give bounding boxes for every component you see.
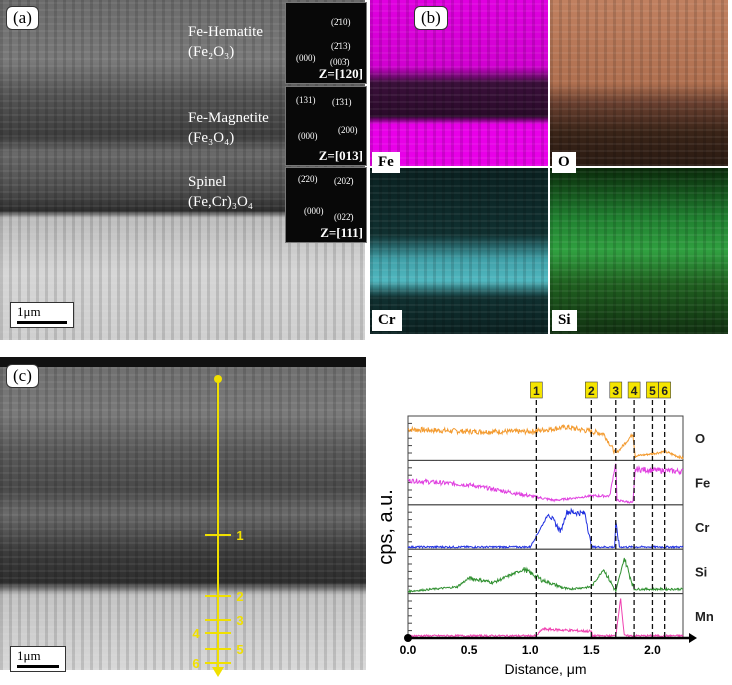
scan-marker-label: 3: [236, 613, 243, 628]
scan-marker-label: 5: [236, 642, 243, 657]
x-axis-label: Distance, μm: [505, 661, 587, 677]
saed-pattern-magnetite: (131) (1̄31) (000) (200) Z=[013]: [285, 86, 367, 166]
series-label-o: O: [695, 431, 705, 446]
series-line-fe: [407, 463, 684, 504]
marker-badge: [585, 381, 598, 399]
series-panel-frame: [407, 593, 684, 639]
x-axis-origin: [404, 634, 412, 642]
marker-label: 3: [612, 384, 619, 398]
line-scan-overlay: 1 2 3 4 5 6: [192, 375, 244, 677]
scan-marker-label: 6: [192, 656, 199, 671]
phase-magnetite: Fe-Magnetite (Fe₃O₄): [188, 110, 269, 146]
sem-image-c: [0, 357, 366, 670]
map-label-cr: Cr: [372, 310, 402, 331]
series-panel-frame: [407, 504, 684, 550]
scale-bar-a: 1μm: [10, 302, 74, 328]
eds-map-si: [550, 168, 728, 334]
y-axis-label: cps, a.u.: [375, 489, 397, 565]
series-line-mn: [407, 598, 684, 639]
series-label-mn: Mn: [695, 609, 714, 624]
line-profile-chart: O Fe Cr Si Mn 1 2 3 4 5 6 0.0 0.5 1.0 1.5 2.0 Distance, …: [375, 381, 714, 677]
series-panel-frame: [407, 415, 684, 461]
series-line-o: [407, 424, 684, 460]
scan-marker-label: 4: [192, 626, 200, 641]
saed-pattern-hematite: (2̄10) (2̄13) (000) (003̄) Z=[120]: [285, 2, 367, 84]
x-tick-label: 1.5: [583, 643, 600, 657]
marker-label: 6: [661, 384, 668, 398]
scan-marker-label: 1: [236, 528, 243, 543]
eds-map-cr: [370, 168, 548, 334]
eds-map-fe: [370, 0, 548, 166]
x-tick-label: 2.0: [644, 643, 661, 657]
phase-spinel: Spinel (Fe,Cr)₃O₄: [188, 174, 254, 210]
map-label-o: O: [552, 152, 576, 173]
series-line-si: [408, 557, 684, 594]
x-tick-label: 0.0: [400, 643, 417, 657]
marker-badge: [609, 381, 623, 399]
series-label-cr: Cr: [695, 520, 709, 535]
eds-map-o: [550, 0, 728, 166]
marker-badge: [658, 381, 671, 399]
marker-badge: [627, 381, 641, 399]
series-line-cr: [407, 507, 684, 550]
map-label-si: Si: [552, 310, 577, 331]
scale-bar-c: 1μm: [10, 646, 66, 672]
marker-label: 4: [631, 384, 638, 398]
x-axis-arrow: [689, 633, 697, 643]
series-label-fe: Fe: [695, 476, 710, 491]
series-label-si: Si: [695, 564, 707, 579]
panel-label-c: (c): [6, 364, 39, 388]
marker-label: 2: [588, 384, 595, 398]
panel-label-b: (b): [414, 6, 448, 30]
panel-label-a: (a): [6, 6, 39, 30]
phase-hematite: Fe-Hematite (Fe₂O₃): [188, 24, 263, 60]
map-label-fe: Fe: [372, 152, 400, 173]
marker-label: 5: [649, 384, 656, 398]
marker-label: 1: [533, 384, 540, 398]
x-tick-label: 0.5: [461, 643, 478, 657]
scan-marker-label: 2: [236, 589, 243, 604]
saed-pattern-spinel: (2̄20) (202̄) (000) (022̄) Z=[111]: [285, 167, 367, 243]
x-tick-label: 1.0: [522, 643, 539, 657]
marker-badge: [530, 381, 543, 399]
